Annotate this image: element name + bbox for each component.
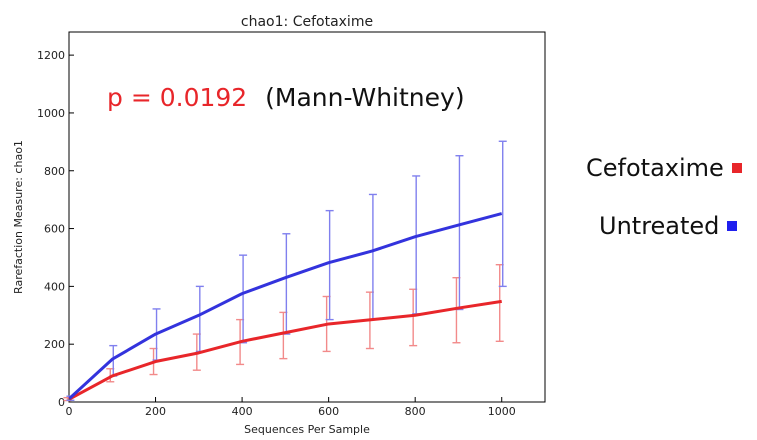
x-axis-ticks: 0 200 400 600 800 1000	[66, 397, 516, 418]
legend-swatch-cefotaxime	[731, 163, 742, 173]
series-line-cefotaxime	[68, 299, 502, 401]
x-tick-label: 800	[405, 405, 426, 418]
y-tick-label: 400	[44, 280, 65, 293]
x-tick-label: 1000	[488, 405, 516, 418]
x-tick-label: 400	[232, 405, 253, 418]
legend-item-cefotaxime: Cefotaxime	[586, 154, 742, 182]
errorbar-untreated	[498, 140, 507, 288]
errorbar-untreated	[325, 209, 334, 321]
series-line-untreated	[68, 212, 503, 400]
y-tick-label: 1200	[37, 49, 65, 62]
legend-swatch-untreated	[727, 221, 738, 231]
error-bars	[63, 140, 507, 402]
y-tick-label: 600	[44, 223, 65, 236]
legend-item-untreated: Untreated	[599, 212, 738, 240]
y-tick-label: 200	[44, 338, 65, 351]
series-lines	[68, 212, 503, 401]
y-tick-label: 1000	[37, 107, 65, 120]
y-tick-label: 0	[58, 396, 65, 409]
annotation-p-value: p = 0.0192	[107, 83, 247, 112]
y-axis-ticks: 0 200 400 600 800 1000 1200	[37, 49, 74, 409]
annotation-method: (Mann-Whitney)	[265, 83, 464, 112]
chart-title: chao1: Cefotaxime	[241, 14, 373, 30]
annotation-text: p = 0.0192 (Mann-Whitney)	[107, 83, 465, 112]
x-tick-label: 0	[66, 405, 73, 418]
x-axis-label: Sequences Per Sample	[244, 423, 370, 435]
y-tick-label: 800	[44, 165, 65, 178]
x-tick-label: 200	[145, 405, 166, 418]
x-tick-label: 600	[318, 405, 339, 418]
plot-frame	[68, 31, 546, 403]
y-axis-label: Rarefaction Measure: chao1	[12, 140, 25, 294]
legend-label-cefotaxime: Cefotaxime	[586, 154, 724, 182]
legend-label-untreated: Untreated	[599, 212, 720, 240]
